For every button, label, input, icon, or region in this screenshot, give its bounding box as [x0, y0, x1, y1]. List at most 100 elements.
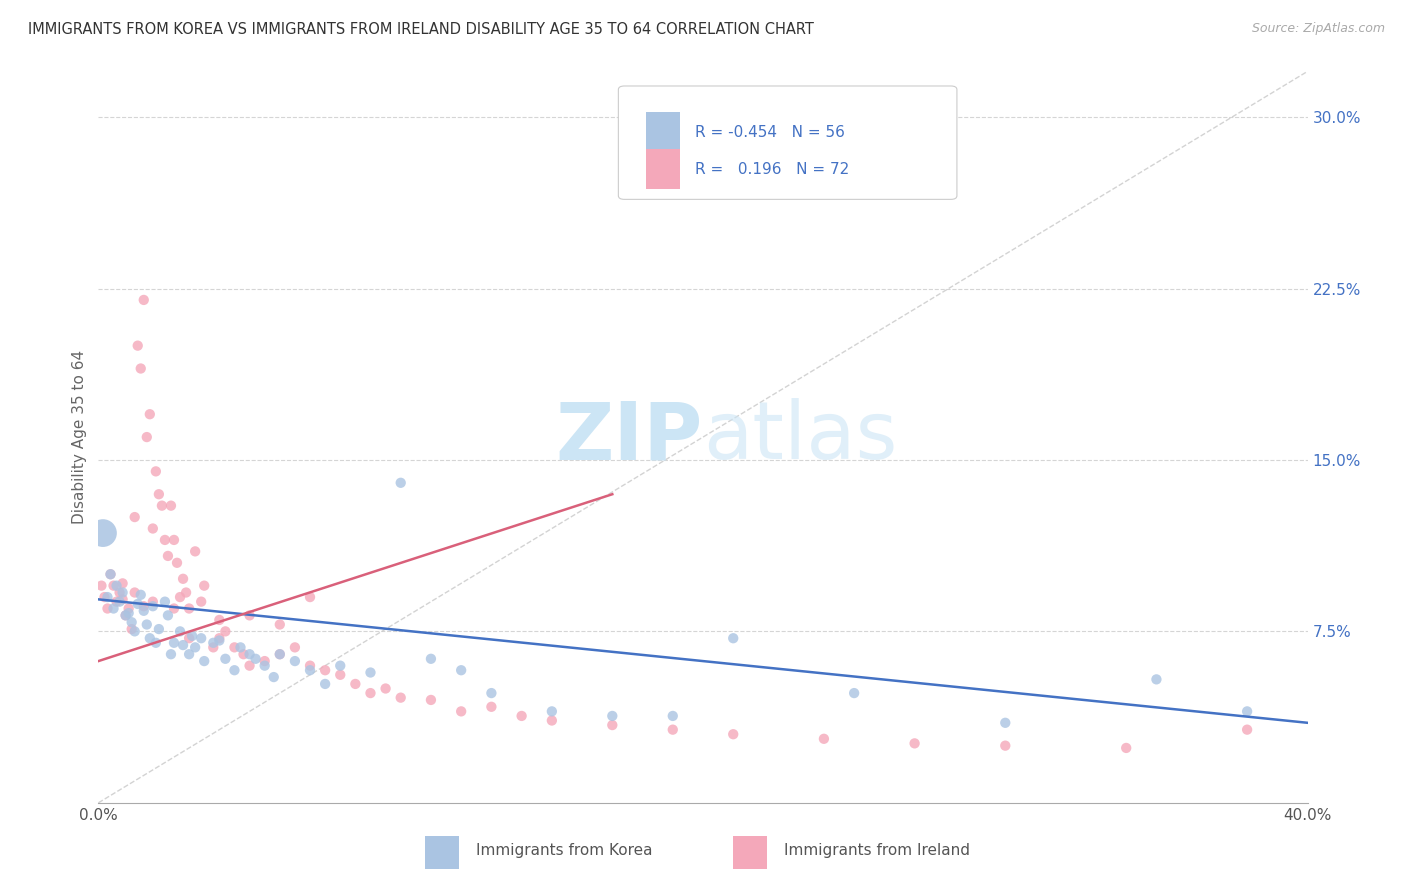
- Point: [121, 622, 143, 636]
- Point: [96, 601, 118, 615]
- Point: [111, 576, 134, 591]
- Point: [179, 601, 201, 615]
- Point: [239, 647, 262, 661]
- Point: [148, 622, 170, 636]
- Point: [108, 595, 131, 609]
- Point: [135, 430, 157, 444]
- Point: [121, 615, 143, 630]
- Point: [450, 705, 472, 719]
- Point: [284, 654, 307, 668]
- Point: [103, 579, 125, 593]
- Point: [481, 686, 503, 700]
- Point: [994, 715, 1017, 730]
- Point: [193, 654, 215, 668]
- Point: [179, 647, 201, 661]
- Point: [510, 709, 533, 723]
- Point: [190, 632, 212, 646]
- Point: [148, 487, 170, 501]
- Point: [150, 499, 173, 513]
- Point: [114, 608, 136, 623]
- Point: [299, 658, 322, 673]
- Point: [156, 549, 179, 563]
- Point: [139, 407, 162, 421]
- Point: [129, 588, 152, 602]
- Point: [450, 663, 472, 677]
- Point: [239, 658, 262, 673]
- Point: [224, 663, 246, 677]
- Point: [103, 601, 125, 615]
- Point: [723, 727, 745, 741]
- Point: [723, 632, 745, 646]
- FancyBboxPatch shape: [734, 836, 768, 869]
- Point: [389, 690, 412, 705]
- Point: [124, 585, 146, 599]
- Point: [602, 718, 624, 732]
- Point: [263, 670, 285, 684]
- Point: [172, 572, 194, 586]
- Point: [105, 595, 128, 609]
- Point: [90, 579, 112, 593]
- Point: [299, 590, 322, 604]
- Point: [118, 606, 141, 620]
- Point: [239, 608, 262, 623]
- Point: [93, 590, 115, 604]
- Point: [193, 579, 215, 593]
- FancyBboxPatch shape: [425, 836, 458, 869]
- Text: IMMIGRANTS FROM KOREA VS IMMIGRANTS FROM IRELAND DISABILITY AGE 35 TO 64 CORRELA: IMMIGRANTS FROM KOREA VS IMMIGRANTS FROM…: [28, 22, 814, 37]
- Point: [156, 608, 179, 623]
- Point: [163, 601, 186, 615]
- Point: [208, 632, 231, 646]
- Point: [100, 567, 122, 582]
- Point: [329, 658, 352, 673]
- Point: [314, 663, 336, 677]
- Point: [124, 510, 146, 524]
- Point: [124, 624, 146, 639]
- Point: [389, 475, 412, 490]
- Point: [96, 590, 118, 604]
- Point: [229, 640, 252, 655]
- Point: [1236, 723, 1258, 737]
- Point: [904, 736, 927, 750]
- Point: [114, 608, 136, 623]
- Point: [1115, 740, 1137, 755]
- Point: [100, 567, 122, 582]
- Point: [139, 632, 162, 646]
- Point: [169, 624, 191, 639]
- Point: [245, 652, 267, 666]
- Point: [160, 499, 183, 513]
- Point: [299, 663, 322, 677]
- Point: [142, 595, 165, 609]
- Point: [540, 705, 562, 719]
- Point: [169, 590, 191, 604]
- Point: [374, 681, 396, 696]
- Point: [269, 647, 291, 661]
- Point: [360, 665, 382, 680]
- Text: Immigrants from Ireland: Immigrants from Ireland: [785, 843, 970, 858]
- FancyBboxPatch shape: [647, 112, 681, 153]
- Point: [132, 604, 155, 618]
- Text: Immigrants from Korea: Immigrants from Korea: [475, 843, 652, 858]
- Point: [420, 652, 443, 666]
- Point: [1144, 673, 1167, 687]
- Point: [132, 293, 155, 307]
- Point: [202, 636, 225, 650]
- Point: [145, 464, 167, 478]
- Point: [202, 640, 225, 655]
- Point: [994, 739, 1017, 753]
- Point: [174, 585, 197, 599]
- Point: [181, 629, 204, 643]
- Point: [127, 338, 149, 352]
- Point: [91, 526, 114, 541]
- Text: ZIP: ZIP: [555, 398, 703, 476]
- Point: [813, 731, 835, 746]
- Point: [166, 556, 188, 570]
- Point: [179, 632, 201, 646]
- FancyBboxPatch shape: [647, 149, 681, 189]
- Point: [214, 624, 236, 639]
- Point: [172, 638, 194, 652]
- Point: [129, 361, 152, 376]
- Point: [142, 521, 165, 535]
- Point: [153, 533, 176, 547]
- Point: [253, 654, 276, 668]
- Point: [602, 709, 624, 723]
